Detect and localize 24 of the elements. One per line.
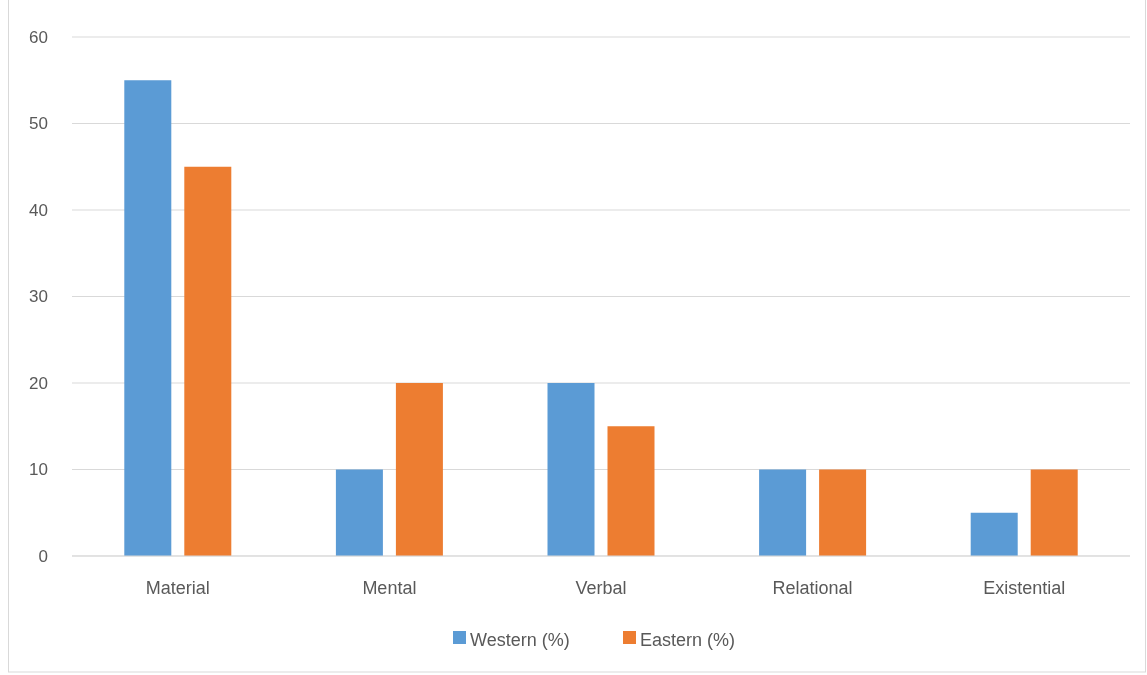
y-tick-label: 50	[29, 114, 48, 134]
bar	[819, 469, 867, 556]
y-tick-label: 20	[29, 373, 48, 393]
bar	[395, 383, 443, 556]
legend-label: Eastern (%)	[640, 630, 736, 651]
legend-label: Western (%)	[470, 630, 570, 651]
bar	[184, 166, 232, 556]
bar	[759, 469, 807, 556]
bar	[335, 469, 383, 556]
x-tick-label: Material	[145, 578, 210, 598]
bar	[1030, 469, 1078, 556]
y-tick-label: 60	[29, 27, 48, 47]
x-tick-label: Mental	[362, 578, 417, 598]
y-tick-label: 40	[29, 200, 48, 220]
y-tick-label: 30	[29, 287, 48, 307]
bar	[970, 512, 1018, 556]
bar	[607, 426, 655, 556]
bar	[124, 80, 172, 556]
y-tick-label: 0	[38, 546, 48, 566]
bar	[547, 383, 595, 556]
y-tick-label: 10	[29, 460, 48, 480]
x-tick-label: Existential	[983, 578, 1066, 598]
x-tick-label: Relational	[772, 578, 853, 598]
x-tick-label: Verbal	[575, 578, 627, 598]
